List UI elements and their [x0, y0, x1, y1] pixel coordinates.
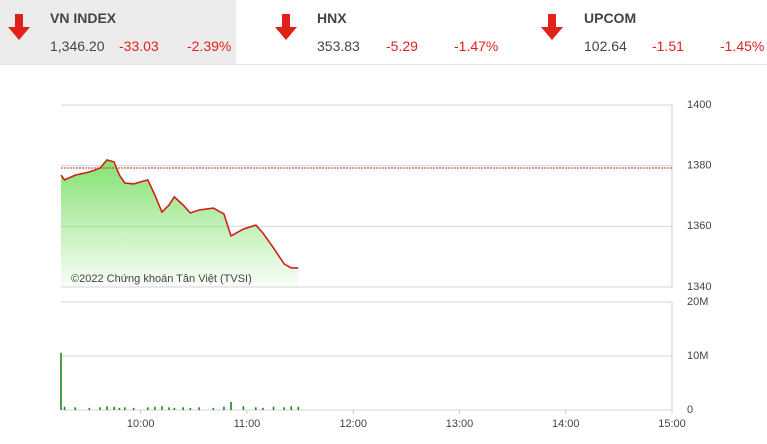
- index-change: -33.03: [119, 38, 159, 54]
- x-tick-label: 13:00: [446, 418, 474, 430]
- index-card[interactable]: UPCOM 102.64 -1.51 -1.45%: [537, 0, 767, 64]
- volume-bar: [182, 407, 184, 410]
- volume-bar: [99, 407, 101, 410]
- x-tick-label: 12:00: [339, 418, 367, 430]
- volume-bar: [198, 407, 200, 410]
- index-change: -1.51: [652, 38, 684, 54]
- volume-bar: [242, 406, 245, 410]
- index-value: 102.64: [584, 38, 627, 54]
- x-tick-label: 14:00: [552, 418, 580, 430]
- volume-bar: [223, 406, 225, 410]
- index-change: -5.29: [386, 38, 418, 54]
- volume-bar: [297, 406, 300, 410]
- volume-bar: [230, 401, 232, 410]
- volume-bar: [272, 406, 275, 410]
- volume-bar: [290, 406, 293, 410]
- volume-bar: [132, 407, 135, 410]
- x-tick-label: 15:00: [658, 418, 686, 430]
- y-tick-label: 1340: [687, 281, 711, 293]
- header: VN INDEX 1,346.20 -33.03 -2.39% HNX 353.…: [0, 0, 767, 65]
- x-tick-label: 11:00: [234, 418, 261, 430]
- index-percent: -1.47%: [454, 38, 499, 54]
- volume-bar: [189, 407, 192, 410]
- y-tick-label: 1380: [687, 160, 711, 172]
- y-tick-label: 1400: [687, 99, 711, 111]
- volume-bar: [60, 352, 62, 410]
- index-percent: -2.39%: [187, 38, 232, 54]
- index-value: 1,346.20: [50, 38, 105, 54]
- volume-bar: [262, 407, 264, 410]
- volume-bar: [168, 407, 170, 410]
- x-tick-label: 10:00: [127, 418, 155, 430]
- volume-bar: [123, 407, 126, 410]
- volume-bar: [161, 406, 163, 410]
- volume-bar: [88, 407, 91, 410]
- down-arrow: [275, 14, 297, 40]
- y-tick-label: 10M: [687, 350, 708, 362]
- watermark: ©2022 Chứng khoán Tân Việt (TVSI): [71, 273, 252, 285]
- price-area: [61, 159, 299, 287]
- index-value: 353.83: [317, 38, 360, 54]
- y-tick-label: 0: [687, 404, 693, 416]
- volume-bar: [212, 407, 215, 410]
- volume-bar: [118, 407, 121, 410]
- volume-bar: [106, 406, 108, 410]
- volume-bar: [255, 407, 257, 410]
- index-card[interactable]: HNX 353.83 -5.29 -1.47%: [270, 0, 506, 64]
- volume-bar: [154, 406, 156, 410]
- index-name: VN INDEX: [50, 10, 117, 26]
- volume-bar: [146, 407, 149, 410]
- volume-bar: [113, 406, 115, 410]
- down-arrow: [8, 14, 30, 40]
- volume-bar: [74, 407, 76, 410]
- y-tick-label: 20M: [687, 296, 708, 308]
- price-line: [60, 158, 299, 269]
- index-percent: -1.45%: [720, 38, 765, 54]
- index-name: HNX: [317, 10, 347, 26]
- volume-bar: [283, 407, 285, 410]
- volume-bar: [63, 406, 66, 410]
- y-tick-label: 1360: [687, 220, 711, 232]
- index-card[interactable]: VN INDEX 1,346.20 -33.03 -2.39%: [0, 0, 236, 64]
- down-arrow: [541, 14, 563, 40]
- index-name: UPCOM: [584, 10, 637, 26]
- volume-bar: [173, 407, 176, 410]
